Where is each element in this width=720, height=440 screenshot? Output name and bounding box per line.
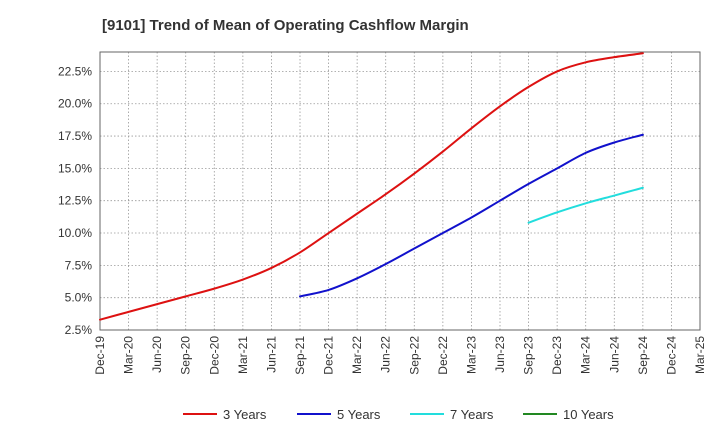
x-tick-label: Jun-21	[264, 336, 278, 373]
chart-title: [9101] Trend of Mean of Operating Cashfl…	[102, 17, 469, 34]
x-tick-label: Dec-20	[207, 336, 221, 375]
x-tick-label: Mar-20	[122, 336, 136, 374]
x-tick-label: Mar-22	[350, 336, 364, 374]
y-tick-label: 5.0%	[65, 291, 93, 305]
legend-label: 10 Years	[563, 407, 614, 422]
series-line-5-years	[299, 133, 644, 298]
x-tick-label: Sep-23	[522, 336, 536, 375]
grid	[100, 52, 700, 331]
x-tick-label: Sep-20	[179, 336, 193, 375]
y-tick-label: 22.5%	[58, 64, 92, 78]
x-tick-label: Jun-24	[607, 336, 621, 373]
x-tick-label: Jun-23	[493, 336, 507, 373]
x-tick-label: Mar-25	[693, 336, 707, 374]
legend-label: 7 Years	[450, 407, 494, 422]
plot-frame	[99, 51, 701, 331]
y-tick-label: 17.5%	[58, 129, 92, 143]
series-line-3-years	[99, 52, 644, 321]
y-tick-label: 15.0%	[58, 161, 92, 175]
y-tick-label: 10.0%	[58, 226, 92, 240]
y-tick-label: 20.0%	[58, 97, 92, 111]
y-tick-label: 7.5%	[65, 258, 93, 272]
x-tick-label: Mar-24	[579, 336, 593, 374]
x-tick-label: Mar-23	[464, 336, 478, 374]
series-layer	[99, 52, 644, 321]
x-tick-label: Dec-22	[436, 336, 450, 375]
x-tick-label: Dec-21	[322, 336, 336, 375]
x-tick-label: Sep-24	[636, 336, 650, 375]
x-tick-label: Mar-21	[236, 336, 250, 374]
x-tick-label: Dec-24	[664, 336, 678, 375]
y-tick-label: 12.5%	[58, 194, 92, 208]
x-tick-label: Sep-21	[293, 336, 307, 375]
x-tick-label: Sep-22	[407, 336, 421, 375]
x-axis: Dec-19 Mar-20 Jun-20 Sep-20 Dec-20 Mar-21 Jun-…	[93, 336, 707, 375]
x-tick-label: Dec-19	[93, 336, 107, 375]
y-tick-label: 2.5%	[65, 323, 93, 337]
legend-label: 3 Years	[223, 407, 267, 422]
x-tick-label: Dec-23	[550, 336, 564, 375]
legend-label: 5 Years	[337, 407, 381, 422]
legend: 3 Years 5 Years 7 Years 10 Years	[183, 407, 614, 422]
y-axis: 2.5% 5.0% 7.5% 10.0% 12.5% 15.0% 17.5% 20.0% 22.…	[58, 64, 92, 337]
series-line-7-years	[527, 186, 644, 224]
x-tick-label: Jun-22	[379, 336, 393, 373]
x-tick-label: Jun-20	[150, 336, 164, 373]
